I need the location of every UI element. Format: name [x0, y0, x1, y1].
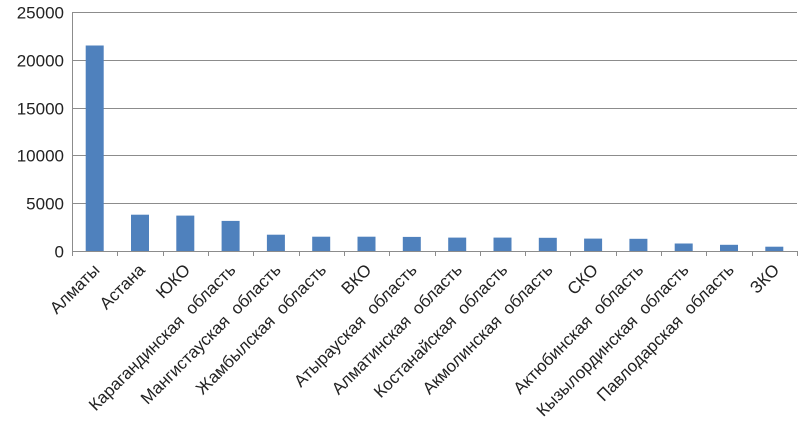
- category-label: ВКО: [338, 260, 376, 298]
- bar-7: [402, 236, 421, 251]
- bar-15: [765, 246, 784, 251]
- bar-14: [720, 244, 738, 251]
- bar-0: [85, 45, 104, 251]
- bar-4: [266, 234, 285, 251]
- y-tick-label: 0: [55, 243, 64, 262]
- category-label: Астана: [96, 260, 149, 313]
- bar-9: [493, 237, 512, 251]
- bar-11: [584, 238, 603, 251]
- bar-12: [629, 238, 648, 251]
- bars: [85, 45, 784, 251]
- bar-8: [448, 237, 467, 251]
- bar-2: [176, 215, 195, 251]
- y-tick-label: 5000: [26, 195, 64, 214]
- y-tick-label: 15000: [17, 100, 64, 119]
- bar-1: [131, 214, 149, 251]
- axes: [72, 12, 798, 256]
- gridlines: [72, 12, 797, 204]
- bar-13: [674, 243, 693, 251]
- category-label: ЮКО: [152, 260, 194, 302]
- bar-3: [221, 220, 240, 251]
- y-tick-label: 10000: [17, 147, 64, 166]
- bar-5: [312, 236, 331, 251]
- y-tick-labels: 0 5000 10000 15000 20000 25000: [17, 4, 64, 262]
- category-label: ЗКО: [746, 260, 783, 297]
- category-label: СКО: [564, 260, 602, 298]
- y-tick-label: 20000: [17, 52, 64, 71]
- y-tick-label: 25000: [17, 4, 64, 23]
- bar-6: [357, 236, 376, 251]
- category-label: Алматы: [46, 260, 103, 317]
- bar-10: [538, 237, 557, 251]
